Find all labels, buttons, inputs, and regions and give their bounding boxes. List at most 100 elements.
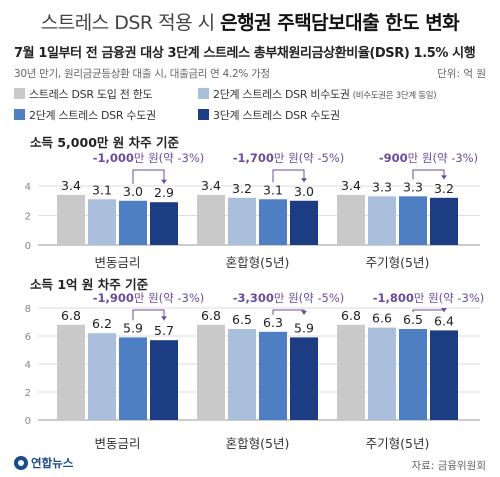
- change-note: 만 원(약 -3%): [414, 292, 484, 305]
- title-prefix: 스트레스 DSR 적용 시: [40, 12, 215, 34]
- panel-title: 소득 1억 원 차주 기준: [30, 277, 149, 292]
- chart-subtitle: 7월 1일부터 전 금융권 대상 3단계 스트레스 총부채원리금상환비율(DSR…: [14, 46, 476, 61]
- bar: [88, 333, 116, 420]
- logo-icon: [14, 456, 28, 470]
- y-tick-label: 2: [25, 212, 31, 223]
- legend-item-stage3-metro: 3단계 스트레스 DSR 수도권: [198, 107, 340, 123]
- y-tick-label: 2: [25, 388, 31, 399]
- change-annotation: -1,700만 원(약 -5%): [233, 151, 345, 165]
- data-label: 5.9: [123, 320, 143, 335]
- change-arrow: [161, 179, 167, 184]
- data-label: 3.1: [92, 182, 112, 197]
- bar: [259, 199, 287, 245]
- bar: [119, 200, 147, 245]
- change-note: 만 원(약 -5%): [274, 292, 344, 305]
- data-label: 3.3: [372, 179, 392, 194]
- legend-swatch: [198, 88, 209, 99]
- bar: [290, 200, 318, 245]
- change-annotation: -3,300만 원(약 -5%): [233, 292, 345, 305]
- bar: [150, 202, 178, 245]
- change-amount: -3,300: [233, 292, 274, 305]
- change-note: 만 원(약 -5%): [274, 151, 344, 165]
- assumption-note: 30년 만기, 원리금균등상환 대출 시, 대출금리 연 4.2% 가정: [14, 68, 270, 80]
- bar: [368, 196, 396, 245]
- data-label: 3.4: [341, 178, 361, 193]
- data-label: 3.2: [434, 181, 454, 196]
- change-note: 만 원(약 -3%): [408, 151, 478, 165]
- logo-text: 연합뉴스: [31, 456, 74, 470]
- data-label: 3.3: [403, 179, 423, 194]
- panel-title: 소득 5,000만 원 차주 기준: [30, 135, 179, 150]
- bar: [337, 194, 365, 245]
- bar: [150, 340, 178, 420]
- data-label: 3.0: [294, 184, 314, 199]
- bar: [88, 199, 116, 245]
- bar: [57, 194, 85, 245]
- title-main: 은행권 주택담보대출 한도 변화: [220, 12, 460, 34]
- change-amount: -900: [379, 151, 408, 165]
- data-label: 6.6: [372, 311, 392, 326]
- legend-label: 2단계 스트레스 DSR 수도권: [29, 109, 156, 122]
- bar: [430, 330, 458, 420]
- unit-label: 단위: 억 원: [437, 68, 486, 80]
- category-label: 주기형(5년): [366, 255, 430, 270]
- legend-item-pre-dsr: 스트레스 DSR 도입 전 한도: [14, 86, 153, 102]
- y-tick-label: 0: [25, 416, 31, 427]
- legend-label: 2단계 스트레스 DSR 비수도권: [213, 88, 350, 101]
- bar: [197, 324, 225, 420]
- data-label: 6.5: [232, 312, 252, 327]
- data-label: 2.9: [154, 185, 174, 200]
- data-label: 5.7: [154, 323, 174, 338]
- change-arrow: [161, 316, 167, 321]
- change-amount: -1,000: [93, 151, 134, 165]
- yonhap-logo: 연합뉴스: [14, 455, 73, 471]
- bar: [430, 197, 458, 245]
- bar: [368, 327, 396, 420]
- data-label: 3.4: [201, 178, 221, 193]
- bar: [399, 196, 427, 245]
- legend-label: 스트레스 DSR 도입 전 한도: [29, 88, 153, 101]
- change-bracket: [132, 169, 165, 184]
- y-tick-label: 6: [25, 332, 31, 343]
- category-label: 주기형(5년): [366, 436, 430, 451]
- bar: [197, 194, 225, 245]
- category-label: 혼합형(5년): [226, 436, 290, 451]
- data-label: 6.4: [434, 313, 454, 328]
- legend-item-stage2-metro: 2단계 스트레스 DSR 수도권: [14, 107, 156, 123]
- y-tick-label: 8: [25, 304, 31, 315]
- y-tick-label: 4: [25, 360, 31, 371]
- change-arrow: [441, 175, 447, 180]
- change-arrow: [301, 178, 307, 183]
- bar: [228, 329, 256, 420]
- data-label: 3.1: [263, 182, 283, 197]
- bar: [399, 329, 427, 420]
- change-amount: -1,700: [233, 151, 274, 165]
- legend-swatch: [14, 109, 25, 120]
- y-tick-label: 0: [25, 241, 31, 252]
- change-annotation: -1,900만 원(약 -3%): [93, 292, 205, 305]
- change-arrow: [441, 308, 447, 312]
- bar: [228, 197, 256, 245]
- legend-item-stage2-nonmetro: 2단계 스트레스 DSR 비수도권 (비수도권은 3단계 동일): [198, 86, 437, 102]
- change-arrow: [301, 310, 307, 315]
- source-label: 자료: 금융위원회: [411, 460, 487, 472]
- bar: [259, 331, 287, 420]
- legend-note: (비수도권은 3단계 동일): [352, 91, 437, 101]
- change-annotation: -1,000만 원(약 -3%): [93, 151, 205, 165]
- change-bracket: [132, 309, 165, 321]
- bar: [290, 337, 318, 420]
- change-amount: -1,900: [93, 292, 134, 305]
- bar: [119, 337, 147, 420]
- change-annotation: -900만 원(약 -3%): [379, 151, 478, 165]
- chart-title: 스트레스 DSR 적용 시 은행권 주택담보대출 한도 변화: [0, 8, 500, 35]
- category-label: 변동금리: [94, 436, 140, 451]
- change-bracket: [272, 169, 305, 183]
- change-annotation: -1,800만 원(약 -3%): [373, 292, 485, 305]
- data-label: 6.5: [403, 312, 423, 327]
- change-amount: -1,800: [373, 292, 414, 305]
- data-label: 6.8: [61, 308, 81, 323]
- data-label: 3.4: [61, 178, 81, 193]
- legend-swatch: [14, 88, 25, 99]
